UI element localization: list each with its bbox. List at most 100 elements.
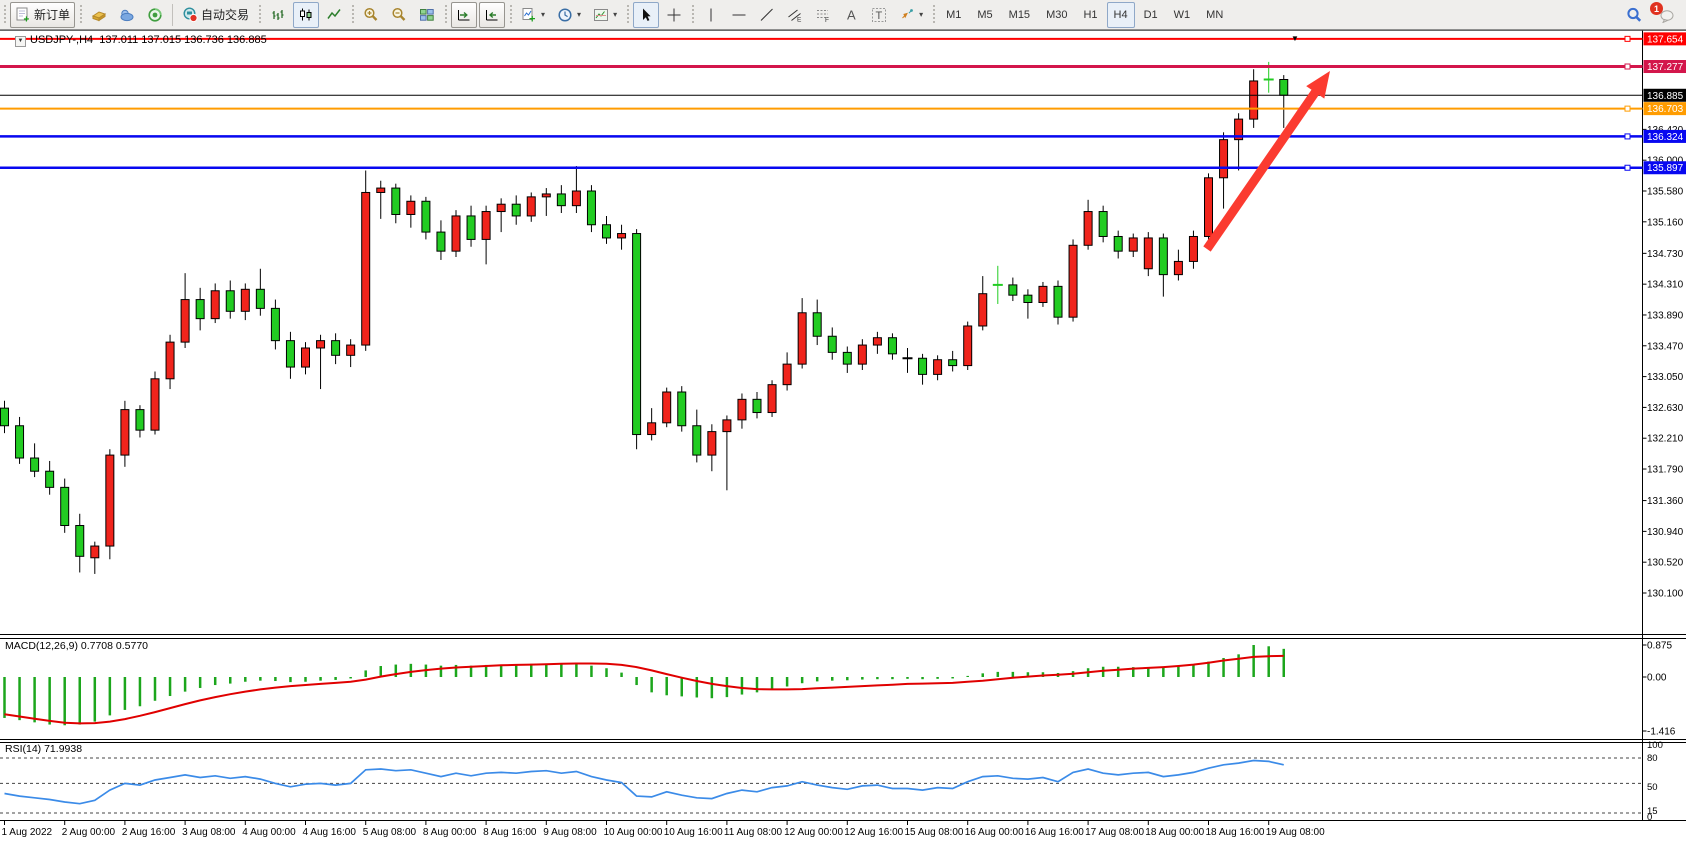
toolbar-grip[interactable]	[624, 4, 632, 25]
line-chart-button[interactable]	[321, 2, 347, 28]
horizontal-line-button[interactable]	[726, 2, 752, 28]
chart-background	[0, 30, 1686, 842]
toolbar-grip[interactable]	[930, 4, 938, 25]
support-line-blue-2-price-tag	[1643, 161, 1686, 175]
macd-signal-line	[4, 654, 1284, 725]
auto-scroll-button[interactable]	[451, 1, 478, 28]
support-line-blue-1-handle[interactable]	[1624, 133, 1631, 140]
support-line-orange-handle[interactable]	[1624, 105, 1631, 112]
support-line-blue-1-price-label: 136.324	[1647, 132, 1684, 143]
arrows-dropdown[interactable]: ▾	[894, 2, 928, 28]
candle-body	[481, 211, 491, 240]
community-button[interactable]	[114, 2, 140, 28]
equidistant-channel-button[interactable]: E	[782, 2, 808, 28]
indicators-dropdown[interactable]: + ▾	[516, 2, 550, 28]
candle-body	[135, 409, 145, 431]
candle-body	[421, 200, 431, 233]
candle-body	[933, 359, 943, 375]
candle-body	[857, 344, 867, 365]
fibonacci-button[interactable]: F	[810, 2, 836, 28]
trend-arrow-annotation[interactable]	[1203, 71, 1330, 252]
toolbar-grip[interactable]	[349, 4, 357, 25]
price-tick-label: 130.100	[1647, 588, 1684, 599]
bar-chart-button[interactable]	[265, 2, 291, 28]
rsi-axis-label: 0	[1647, 812, 1652, 823]
templates-dropdown[interactable]: ▾	[588, 2, 622, 28]
vertical-line-button[interactable]	[698, 2, 724, 28]
candle-body	[451, 215, 461, 252]
chart-shift-button[interactable]	[479, 1, 506, 28]
toolbar-grip[interactable]	[689, 4, 697, 25]
trendline-button[interactable]	[754, 2, 780, 28]
resistance-line-upper-handle[interactable]	[1624, 35, 1631, 42]
crosshair-button[interactable]	[661, 2, 687, 28]
zoom-group	[357, 0, 441, 30]
tf-h4[interactable]: H4	[1106, 1, 1135, 28]
tf-m1[interactable]: M1	[939, 2, 968, 28]
new-order-button[interactable]: + 新订单	[10, 1, 76, 28]
market-book-button[interactable]	[86, 2, 112, 28]
toolbar-grip[interactable]	[507, 4, 515, 25]
toolbar-grip[interactable]	[77, 4, 85, 25]
toolbar-grip[interactable]	[256, 4, 264, 25]
text-icon: A	[847, 7, 856, 22]
order-group: + 新订单	[9, 0, 76, 30]
text-label-button[interactable]: T	[866, 2, 892, 28]
time-axis-label: 11 Aug 08:00	[724, 827, 783, 838]
news-icon	[148, 7, 162, 22]
resistance-line-lower-handle[interactable]	[1624, 63, 1631, 70]
svg-text:A: A	[847, 7, 856, 22]
chart-area[interactable]: 136.420136.000135.580135.160134.730134.3…	[0, 30, 1686, 842]
macd-axis-label: -1.416	[1647, 727, 1676, 738]
notification-count-badge: 1	[1650, 2, 1663, 15]
notifications-icon	[1660, 9, 1674, 23]
time-axis-label: 9 Aug 08:00	[543, 827, 597, 838]
fibonacci-icon: F	[817, 9, 829, 23]
zoom-in-button[interactable]	[358, 2, 384, 28]
tf-mn[interactable]: MN	[1199, 2, 1230, 28]
trendline-icon	[760, 8, 773, 21]
candle-body	[255, 288, 265, 309]
cursor-button[interactable]	[633, 1, 660, 28]
candle-body	[0, 407, 9, 427]
notifications-button[interactable]: 1	[1650, 2, 1681, 28]
search-button[interactable]	[1621, 2, 1647, 28]
macd-axis-label: 0.00	[1647, 673, 1667, 684]
zoom-out-button[interactable]	[386, 2, 412, 28]
time-axis-label: 2 Aug 00:00	[62, 827, 116, 838]
candle-body	[180, 299, 190, 343]
tf-w1[interactable]: W1	[1167, 2, 1198, 28]
periods-dropdown[interactable]: ▾	[552, 2, 586, 28]
tf-m5[interactable]: M5	[970, 2, 999, 28]
tf-h4-label: H4	[1113, 8, 1128, 21]
candle-body	[918, 357, 928, 375]
time-axis-label: 16 Aug 16:00	[1025, 827, 1084, 838]
rsi-axis-label: 100	[1647, 740, 1663, 751]
candlestick-chart-button[interactable]	[293, 1, 320, 28]
autotrading-button[interactable]: 自动交易	[177, 2, 254, 28]
candle-body	[1234, 118, 1244, 141]
candle-body	[752, 398, 762, 414]
tf-h1-label: H1	[1083, 8, 1098, 21]
text-button[interactable]: A	[838, 2, 864, 28]
bid-price-line-price-label: 136.885	[1647, 91, 1684, 102]
indicators-icon: +	[522, 7, 535, 23]
toolbar-grip[interactable]	[1, 4, 8, 25]
toolbar-grip[interactable]	[442, 4, 450, 25]
services-group: 自动交易	[85, 0, 255, 30]
time-axis-label: 17 Aug 08:00	[1085, 827, 1144, 838]
news-button[interactable]	[142, 2, 168, 28]
tile-windows-button[interactable]	[414, 2, 440, 28]
tf-mn-label: MN	[1206, 8, 1224, 21]
price-tick-label: 134.730	[1647, 249, 1684, 260]
time-axis-label: 12 Aug 16:00	[844, 827, 903, 838]
tf-m15[interactable]: M15	[1002, 2, 1037, 28]
tf-m30[interactable]: M30	[1039, 2, 1074, 28]
tf-d1[interactable]: D1	[1137, 2, 1165, 28]
tf-h1[interactable]: H1	[1076, 2, 1104, 28]
time-axis-label: 8 Aug 16:00	[483, 827, 537, 838]
support-line-blue-2-handle[interactable]	[1624, 164, 1631, 171]
candle-body	[948, 359, 958, 367]
candle-body	[195, 299, 205, 320]
new-order-icon: +	[16, 7, 30, 23]
